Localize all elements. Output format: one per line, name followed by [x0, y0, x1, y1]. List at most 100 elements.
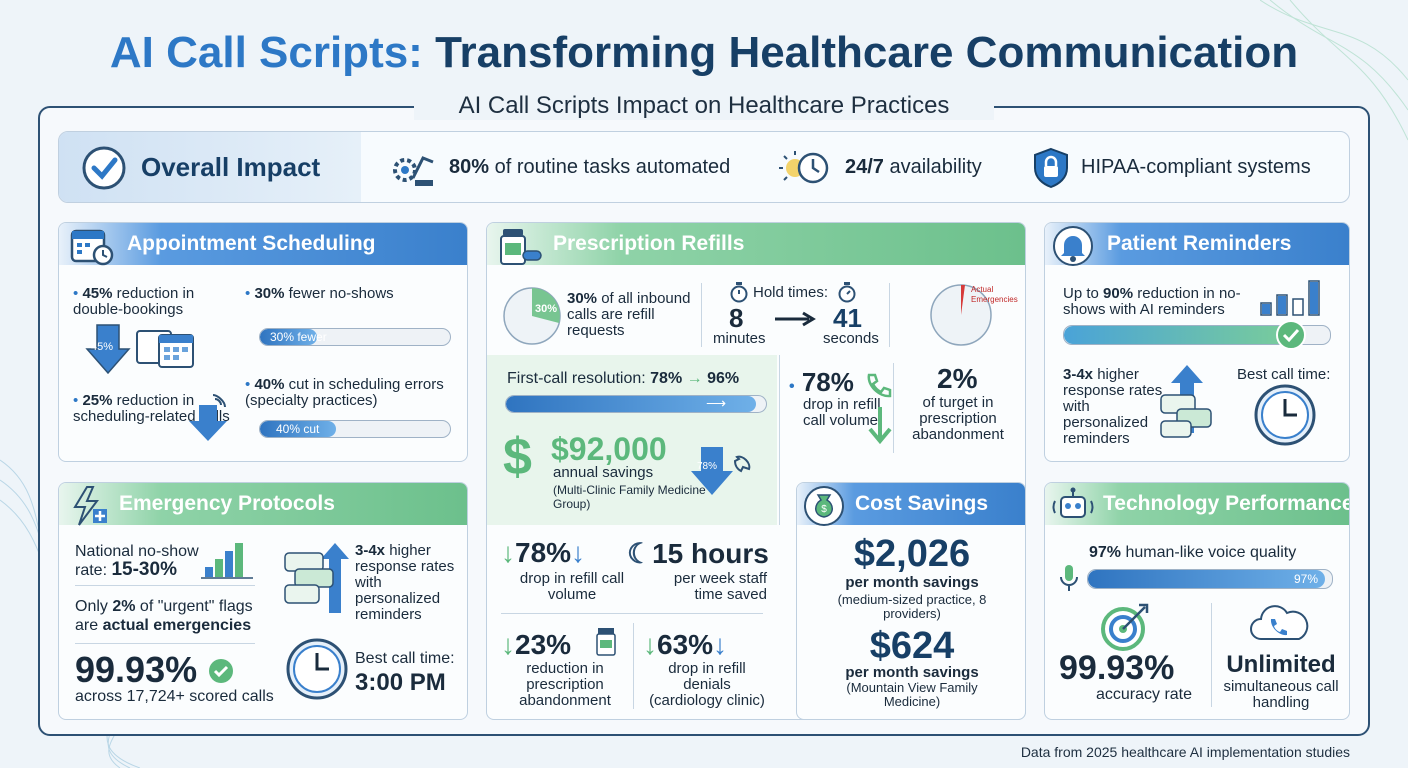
savings-note-2: (Mountain View Family Medicine): [846, 680, 978, 709]
target-icon: [1101, 603, 1149, 651]
no-shows-bar: [1063, 325, 1331, 345]
pie-annotation: Actual Emergencies: [971, 285, 1018, 304]
savings-label-1: per month savings: [845, 574, 979, 591]
stat-national-no-show: National no-show rate: 15-30%: [75, 543, 199, 580]
divider: [701, 283, 702, 347]
divider: [75, 643, 255, 644]
divider: [1211, 603, 1212, 707]
card-title: Cost Savings: [855, 492, 989, 515]
accuracy-text: accuracy rate: [1095, 686, 1193, 703]
pie-label: 30%: [535, 303, 558, 315]
savings-value-1: $2,026: [853, 533, 971, 575]
b2-value: ☾15 hours: [627, 538, 769, 569]
bar-fill: [1088, 570, 1325, 588]
overall-impact-bar: Overall Impact 80% of routine tasks auto…: [58, 131, 1350, 203]
hold-times-label: Hold times:: [753, 284, 829, 301]
card-header: [1045, 483, 1349, 525]
down-arrow-icon: [868, 407, 892, 445]
bar-chart-icon: [1260, 280, 1320, 316]
fcr-label: First-call resolution: 78% → 96%: [507, 370, 740, 387]
phone-down-arrow-icon: [189, 394, 227, 441]
accuracy-value: 99.93%: [1059, 649, 1175, 687]
page-title: AI Call Scripts: Transforming Healthcare…: [109, 28, 1299, 77]
b4-text: drop in refill denials (cardiology clini…: [649, 660, 765, 709]
hold-to-value: 41: [833, 303, 862, 333]
bar-chart-icon: [201, 543, 253, 579]
abandonment-text: of turget in prescription abandonment: [912, 394, 1004, 443]
no-shows-bar: 30% fewer: [259, 328, 451, 346]
stat-scheduling-calls: • 25% reduction in scheduling-related ca…: [73, 392, 230, 425]
checkmark-icon: [82, 146, 126, 190]
best-call-time-label: Best call time:: [1237, 366, 1331, 383]
card-title: Prescription Refills: [553, 232, 745, 255]
bar-label: 30% fewer: [270, 330, 327, 344]
check-circle-icon: [209, 659, 233, 683]
cost-savings-card: $ Cost Savings $2,026 per month savings …: [796, 482, 1026, 720]
divider: [633, 623, 634, 709]
appointment-scheduling-card: Appointment Scheduling • 45% reduction i…: [58, 222, 468, 462]
refill-drop-text: drop in refill call volume: [803, 396, 881, 429]
bar-fill: [506, 396, 756, 412]
overall-impact-title: Overall Impact: [141, 152, 321, 182]
voice-quality-bar: 97%: [1087, 569, 1333, 589]
accuracy-text: across 17,724+ scored calls: [75, 688, 274, 705]
technology-performance-card: Technology Performance 97% human-like vo…: [1044, 482, 1350, 720]
savings-value-2: $624: [869, 625, 955, 667]
fcr-bar: ⟶: [505, 395, 767, 413]
svg-text:$: $: [821, 504, 827, 515]
impact-availability: 24/7 availability: [845, 156, 982, 178]
stat-response-rates: 3-4x higher response rates with personal…: [1063, 366, 1163, 447]
arrow-badge: 45%: [91, 341, 114, 353]
microphone-icon: [1060, 565, 1078, 591]
b3-text: reduction in prescription abandonment: [519, 660, 611, 709]
card-header: [1045, 223, 1349, 265]
fcr-panel: [487, 355, 777, 525]
unlimited-value: Unlimited: [1226, 651, 1336, 678]
bar-arrow: ⟶: [706, 395, 727, 411]
bar-fill: [260, 329, 317, 345]
card-title: Technology Performance: [1103, 492, 1350, 515]
chat-bubbles-arrow-icon: [284, 543, 349, 613]
patient-reminders-card: Patient Reminders Up to 90% reduction in…: [1044, 222, 1350, 462]
refill-drop-value: • 78%: [789, 367, 854, 397]
robot-icon: [1052, 487, 1094, 518]
savings-label-2: per month savings: [845, 664, 979, 681]
stat-refill-requests: 30% of all inbound calls are refill requ…: [567, 290, 691, 339]
chat-bubbles-arrow-icon: [1160, 365, 1212, 438]
savings-note: (Multi-Clinic Family Medicine Group): [553, 483, 706, 511]
divider: [889, 283, 890, 347]
stat-double-bookings: • 45% reduction in double-bookings: [73, 285, 195, 318]
right-arrow-icon: [775, 311, 816, 327]
impact-hipaa: HIPAA-compliant systems: [1081, 156, 1311, 178]
day-night-clock-icon: [779, 151, 829, 184]
savings-note-1: (medium-sized practice, 8 providers): [837, 592, 987, 621]
lightning-plus-icon: [73, 486, 107, 526]
prescription-refills-card: Prescription Refills 30% 30% of all inbo…: [486, 222, 1026, 720]
gear-robot-icon: [393, 156, 434, 186]
b2-text: per week staff time saved: [673, 570, 767, 603]
savings-text: annual savings: [553, 464, 654, 481]
card-header: [59, 223, 467, 265]
abandonment-value: 2%: [937, 363, 978, 394]
arrow-badge: 78%: [697, 461, 718, 472]
down-arrow-phone-icon: [691, 447, 751, 495]
bar-label: 97%: [1293, 572, 1318, 586]
unlimited-text: simultaneous call handling: [1223, 678, 1339, 711]
stat-no-shows: • 30% fewer no-shows: [245, 285, 394, 302]
emergency-protocols-card: Emergency Protocols National no-show rat…: [58, 482, 468, 720]
stat-urgent-flags: Only 2% of "urgent" flags are actual eme…: [75, 598, 253, 634]
best-call-time-value: 3:00 PM: [355, 669, 446, 696]
bar-label: 40% cut: [276, 422, 320, 436]
bell-icon: [1053, 226, 1093, 266]
card-title: Appointment Scheduling: [127, 232, 376, 255]
divider: [893, 363, 894, 453]
cloud-phone-icon: [1250, 605, 1309, 640]
pie-chart-icon: [503, 287, 561, 345]
stat-response-rates: 3-4x higher response rates with personal…: [355, 542, 455, 623]
b4-value: ↓63%↓: [643, 629, 728, 660]
clock-icon: [286, 638, 348, 700]
bar-fill: [1064, 326, 1304, 344]
stopwatch-icon: [838, 282, 856, 303]
impact-automation: 80% of routine tasks automated: [449, 156, 731, 178]
bar-fill: [260, 421, 336, 437]
